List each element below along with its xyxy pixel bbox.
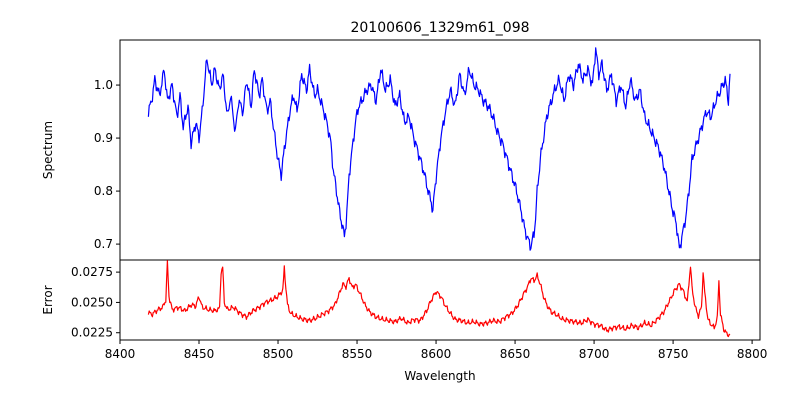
spectrum-y-tick-label: 0.8 bbox=[94, 184, 113, 198]
x-tick-label: 8700 bbox=[579, 347, 610, 361]
error-y-tick-label: 0.0250 bbox=[71, 295, 113, 309]
x-tick-label: 8650 bbox=[500, 347, 531, 361]
x-tick-label: 8750 bbox=[658, 347, 689, 361]
spectrum-y-tick-label: 0.9 bbox=[94, 131, 113, 145]
x-tick-label: 8400 bbox=[105, 347, 136, 361]
error-axes-frame bbox=[119, 259, 761, 341]
spectrum-y-tick-label: 0.7 bbox=[94, 237, 113, 251]
x-tick-label: 8450 bbox=[184, 347, 215, 361]
x-tick-label: 8550 bbox=[342, 347, 373, 361]
error-y-ticks: 0.0225 0.0250 0.0275 bbox=[71, 265, 120, 340]
x-tick-label: 8600 bbox=[421, 347, 452, 361]
spectrum-line bbox=[147, 47, 731, 251]
error-series bbox=[147, 260, 731, 338]
spectrum-y-tick-label: 1.0 bbox=[94, 78, 113, 92]
spectrum-series bbox=[147, 47, 731, 251]
x-ticks: 8400 8450 8500 8550 8600 8650 8700 8750 8800 bbox=[105, 340, 768, 361]
chart-title: 20100606_1329m61_098 bbox=[350, 20, 529, 36]
x-axis-label: Wavelength bbox=[404, 369, 475, 383]
x-tick-label: 8500 bbox=[263, 347, 294, 361]
error-line bbox=[147, 260, 731, 338]
error-panel: 0.0225 0.0250 0.0275 Error bbox=[41, 259, 761, 341]
spectrum-y-ticks: 0.7 0.8 0.9 1.0 bbox=[94, 78, 120, 251]
spectrum-y-axis-label: Spectrum bbox=[41, 121, 55, 179]
x-tick-label: 8800 bbox=[737, 347, 768, 361]
error-y-tick-label: 0.0275 bbox=[71, 265, 113, 279]
error-y-axis-label: Error bbox=[41, 285, 55, 314]
error-y-tick-label: 0.0225 bbox=[71, 326, 113, 340]
